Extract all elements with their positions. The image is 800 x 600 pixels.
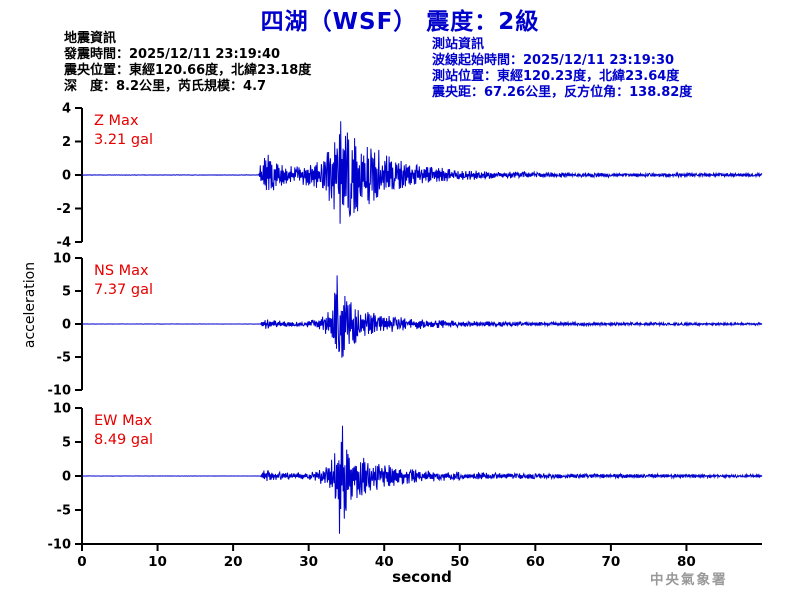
y-tick-label: 2: [62, 135, 71, 150]
quake-epicenter: 震央位置：東經120.66度，北緯23.18度: [64, 63, 312, 78]
y-tick-label: 4: [62, 102, 71, 117]
y-tick-label: -10: [48, 538, 72, 553]
y-tick-label: 10: [53, 252, 71, 267]
station-wave-start-time: 波線起始時間：2025/12/11 23:19:30: [432, 53, 675, 68]
subplot-ew: 10 5 0 -5 -10 EW Max 8.49 gal: [48, 402, 763, 553]
x-tick-label: 20: [224, 554, 243, 570]
y-tick-label: 0: [62, 470, 71, 485]
x-tick-label: 50: [450, 554, 469, 570]
max-label-value: 3.21 gal: [94, 132, 153, 148]
quake-info-block: 地震資訊 發震時間：2025/12/11 23:19:40 震央位置：東經120…: [64, 31, 311, 95]
y-tick-label: 0: [62, 318, 71, 333]
x-tick-label: 80: [677, 554, 696, 570]
y-tick-label: -5: [57, 504, 71, 519]
waveform-trace-z: [81, 121, 763, 224]
x-tick-label: 40: [375, 554, 394, 570]
max-label-component: Z Max: [94, 113, 139, 129]
x-axis-label: second: [392, 568, 452, 586]
agency-watermark: 中央氣象署: [650, 572, 728, 588]
x-tick-label: 60: [526, 554, 545, 570]
y-tick-label: 5: [62, 436, 71, 451]
max-label-component: NS Max: [94, 263, 149, 279]
station-info-block: 測站資訊 波線起始時間：2025/12/11 23:19:30 測站位置：東經1…: [432, 37, 692, 101]
y-tick-label: -4: [57, 236, 71, 251]
y-tick-label: -2: [57, 202, 71, 217]
waveform-trace-ns: [81, 275, 763, 358]
subplot-z: 4 2 0 -2 -4 Z Max 3.21 gal: [57, 102, 763, 251]
x-axis: 0 10 20 30 40 50 60 70 80: [77, 543, 762, 570]
subplot-ns: 10 5 0 -5 -10 NS Max 7.37 gal: [48, 252, 763, 399]
y-tick-label: -10: [48, 384, 72, 399]
y-tick-label: 10: [53, 402, 71, 417]
x-tick-label: 10: [148, 554, 167, 570]
x-tick-label: 30: [299, 554, 318, 570]
max-label-value: 8.49 gal: [94, 432, 153, 448]
page-title: 四湖（WSF） 震度：2級: [260, 9, 540, 35]
x-tick-label: 0: [77, 554, 86, 570]
quake-info-heading: 地震資訊: [64, 31, 117, 46]
station-location: 測站位置：東經120.23度，北緯23.64度: [432, 69, 680, 84]
quake-depth-magnitude: 深 度：8.2公里，芮氏規模：4.7: [64, 79, 267, 94]
y-tick-label: 5: [62, 285, 71, 300]
y-tick-label: 0: [62, 169, 71, 184]
x-tick-label: 70: [601, 554, 620, 570]
waveform-trace-ew: [82, 425, 763, 534]
max-label-value: 7.37 gal: [94, 282, 153, 298]
y-tick-label: -5: [57, 351, 71, 366]
station-info-heading: 測站資訊: [432, 37, 485, 52]
max-label-component: EW Max: [94, 413, 153, 429]
quake-origin-time: 發震時間：2025/12/11 23:19:40: [64, 47, 281, 62]
station-distance-azimuth: 震央距：67.26公里，反方位角：138.82度: [432, 85, 693, 100]
